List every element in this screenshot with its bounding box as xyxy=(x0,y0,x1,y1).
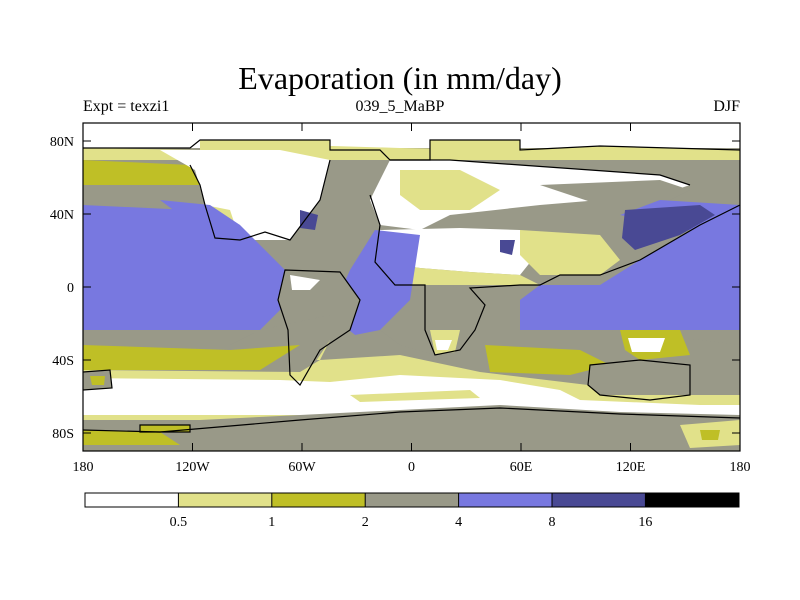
lon-label-120e: 120E xyxy=(616,460,646,475)
colorbar-label-16: 16 xyxy=(638,515,652,530)
colorbar-label-4: 4 xyxy=(455,515,462,530)
lon-label-120w: 120W xyxy=(175,460,210,475)
lat-label-80s: 80S xyxy=(52,427,74,442)
colorbar-label-0.5: 0.5 xyxy=(170,515,188,530)
colorbar-label-2: 2 xyxy=(362,515,369,530)
colorbar-label-1: 1 xyxy=(268,515,275,530)
lat-ticks xyxy=(83,140,740,434)
lat-label-0: 0 xyxy=(67,281,74,296)
colorbar-box-6 xyxy=(552,493,646,507)
colorbar-label-8: 8 xyxy=(549,515,556,530)
colorbar-box-2 xyxy=(178,493,272,507)
experiment-label: Expt = texzi1 xyxy=(83,98,170,115)
colorbar: 0.5 1 2 4 8 16 xyxy=(84,492,740,530)
colorbar-box-4 xyxy=(365,493,459,507)
lon-label-0: 0 xyxy=(408,460,415,475)
colorbar-box-7 xyxy=(645,493,739,507)
colorbar-box-1 xyxy=(85,493,179,507)
lon-label-60e: 60E xyxy=(510,460,533,475)
coastlines xyxy=(83,139,740,433)
lat-label-40n: 40N xyxy=(50,208,74,223)
lat-label-80n: 80N xyxy=(50,135,74,150)
colorbar-box-5 xyxy=(458,493,552,507)
season-label: DJF xyxy=(713,98,740,115)
lat-label-40s: 40S xyxy=(52,354,74,369)
lon-label-180w: 180 xyxy=(73,460,94,475)
field-layer xyxy=(83,123,740,451)
timeslice-label: 039_5_MaBP xyxy=(355,98,445,115)
lon-label-180e: 180 xyxy=(730,460,751,475)
lon-label-60w: 60W xyxy=(288,460,316,475)
lon-ticks xyxy=(192,123,631,451)
colorbar-box-3 xyxy=(271,493,366,507)
map-title: Evaporation (in mm/day) xyxy=(238,60,562,96)
